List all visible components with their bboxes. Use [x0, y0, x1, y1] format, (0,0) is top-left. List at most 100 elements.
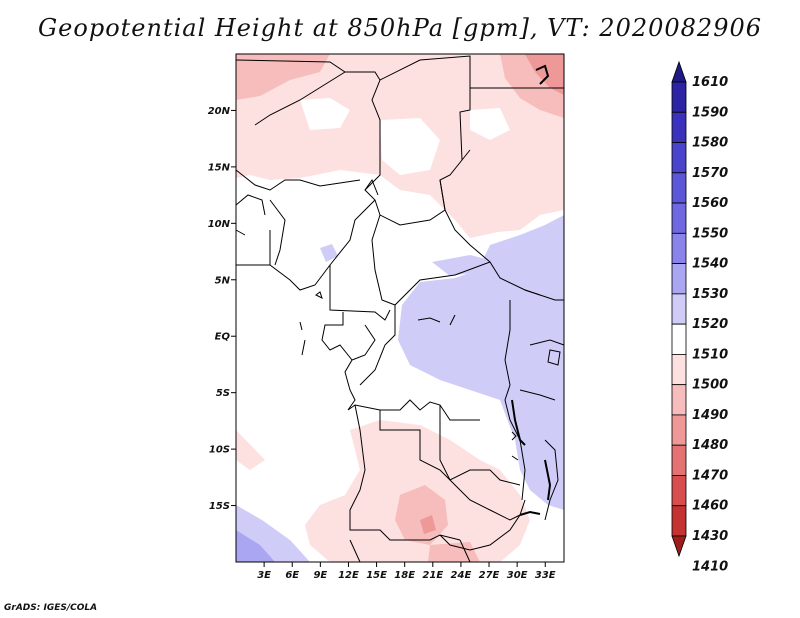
lon-tick-label: 15E: [366, 570, 387, 581]
lon-tick-label: 9E: [313, 570, 327, 581]
pink-southwest-small: [236, 430, 265, 470]
height-field-shading: [236, 54, 564, 562]
blue-patch-cameroon: [320, 244, 338, 262]
border-path: [349, 539, 361, 563]
colorbar-label: 1520: [692, 317, 728, 332]
colorbar-label: 1550: [692, 226, 728, 241]
lake-kariba: [519, 510, 541, 516]
lat-tick-label: 15N: [208, 162, 231, 173]
colorbar-label: 1570: [692, 166, 728, 181]
border-path: [524, 289, 564, 301]
border-path: [359, 305, 396, 386]
colorbar-label: 1490: [692, 408, 728, 423]
pink-darker-south: [420, 515, 436, 534]
border-path: [321, 312, 480, 421]
colorbar-label: 1610: [692, 75, 728, 90]
white-gap-central-north: [380, 118, 440, 175]
pink-dark-southeast: [428, 542, 480, 562]
colorbar-label: 1470: [692, 468, 728, 483]
border-path: [371, 214, 491, 306]
border-path: [529, 339, 565, 346]
coast-islands: [299, 321, 306, 356]
border-path: [544, 439, 559, 521]
border-path: [235, 229, 246, 236]
lat-tick-label: 5N: [215, 275, 231, 286]
colorbar-label: 1560: [692, 196, 728, 211]
lat-tick-label: 20N: [208, 106, 231, 117]
pink-dark-northwest: [236, 54, 330, 100]
lake-chad: [364, 178, 379, 196]
colorbar-swatch: [671, 414, 687, 446]
colorbar-swatch: [671, 202, 687, 234]
border-path: [329, 265, 391, 321]
colorbar-swatch: [671, 505, 687, 537]
border-path: [379, 55, 471, 226]
colorbar-label: 1580: [692, 136, 728, 151]
border-path: [351, 324, 376, 361]
white-gap-north: [300, 98, 350, 130]
lake-tanganyika: [511, 399, 526, 446]
lon-tick-label: 21E: [422, 570, 443, 581]
lon-tick-label: 12E: [338, 570, 359, 581]
pink-darker-northeast: [525, 54, 564, 95]
border-path: [349, 404, 461, 541]
plot-title: Geopotential Height at 850hPa [gpm], VT:…: [38, 14, 762, 42]
lon-tick-label: 33E: [535, 570, 556, 581]
lon-tick-label: 6E: [285, 570, 299, 581]
lat-tick-label: EQ: [215, 332, 231, 343]
white-gap-northeast: [470, 108, 510, 140]
colorbar-swatch: [671, 172, 687, 204]
colorbar-swatch: [671, 60, 687, 83]
colorbar-swatch: [671, 353, 687, 386]
colorbar-label: 1500: [692, 378, 728, 393]
blue-patch-car: [432, 255, 490, 276]
colorbar-swatch: [671, 232, 687, 264]
colorbar-swatch: [671, 111, 687, 143]
colorbar-swatch: [671, 475, 687, 507]
colorbar-swatch: [671, 384, 687, 416]
colorbar-swatch: [671, 535, 687, 558]
latitude-axis: 20N 15N 10N 5N EQ 5S 10S 15S: [208, 106, 236, 512]
lon-tick-label: 27E: [479, 570, 500, 581]
colorbar-label: 1480: [692, 438, 728, 453]
lat-tick-label: 5S: [216, 388, 230, 399]
colorbar-swatch: [671, 263, 687, 295]
country-borders: [235, 55, 565, 563]
river-marks: [417, 314, 456, 326]
lon-tick-label: 3E: [257, 570, 271, 581]
colorbar-swatch: [671, 444, 687, 476]
colorbar-label: 1460: [692, 499, 728, 514]
colorbar-label: 1510: [692, 347, 728, 362]
border-path: [439, 405, 521, 486]
colorbar-label: 1430: [692, 529, 728, 544]
grads-credit: GrADS: IGES/COLA: [4, 603, 98, 613]
blue-dark-southwest: [236, 530, 275, 562]
colorbar-swatch: [671, 323, 687, 355]
longitude-axis: 3E 6E 9E 12E 15E 18E 21E 24E 27E 30E 33E: [257, 562, 556, 581]
map-frame: [235, 53, 565, 563]
bioko-island: [315, 291, 323, 299]
border-path: [439, 179, 541, 296]
border-path: [504, 300, 526, 501]
border-path: [461, 149, 471, 161]
lake-victoria: [547, 349, 561, 366]
lake-mweru: [511, 431, 519, 461]
border-path: [254, 71, 346, 126]
border-path: [235, 59, 381, 216]
border-path: [269, 199, 286, 266]
lon-tick-label: 18E: [394, 570, 415, 581]
border-path: [235, 169, 361, 191]
lat-tick-label: 10N: [208, 219, 231, 230]
colorbar-swatch: [671, 293, 687, 325]
lake-malawi: [544, 459, 552, 501]
colorbar-swatch: [671, 142, 687, 174]
colorbar-label: 1530: [692, 287, 728, 302]
colorbar-swatch: [671, 81, 687, 113]
border-path: [459, 539, 471, 563]
colorbar-label: 1540: [692, 257, 728, 272]
colorbar-label: 1410: [692, 559, 728, 574]
lon-tick-label: 24E: [451, 570, 472, 581]
colorbar-label: 1590: [692, 105, 728, 120]
lat-tick-label: 10S: [209, 445, 230, 456]
